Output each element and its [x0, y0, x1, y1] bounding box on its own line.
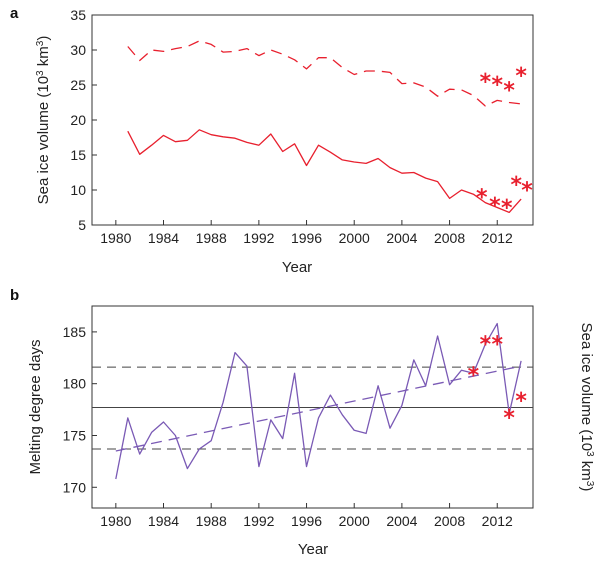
x-tick-label: 1980 — [100, 230, 131, 246]
y-tick-label: 10 — [70, 182, 86, 198]
x-tick-label: 2000 — [339, 513, 370, 529]
asterisk-marker: * — [515, 64, 527, 89]
panel-a-axis-ticks: 1980 1984 1988 1992 1996 2000 2004 2008 2012 5 10 1… — [70, 7, 513, 246]
panel-b: b 1980 1984 1988 1992 1996 2000 2004 2008 2012 17… — [10, 287, 596, 558]
panel-a-x-axis-label: Year — [282, 259, 312, 276]
x-tick-label: 1988 — [196, 230, 227, 246]
x-tick-label: 1988 — [196, 513, 227, 529]
asterisk-marker: * — [489, 194, 501, 219]
panel-a-plot-frame — [91, 14, 534, 226]
asterisk-marker: * — [491, 332, 503, 357]
y-tick-label: 175 — [63, 427, 87, 443]
x-tick-label: 1992 — [243, 513, 274, 529]
x-tick-label: 2004 — [386, 513, 417, 529]
panel-a-y-axis-label: Sea ice volume (103 km3) — [35, 36, 53, 205]
x-tick-label: 2012 — [482, 230, 513, 246]
panel-a-label: a — [10, 5, 19, 22]
x-tick-label: 1992 — [243, 230, 274, 246]
y-tick-label: 20 — [70, 112, 86, 128]
dashed-series-line — [115, 365, 522, 452]
panel-b-x-axis-label: Year — [298, 541, 328, 558]
asterisk-marker: * — [476, 186, 488, 211]
asterisk-marker: * — [501, 196, 513, 221]
dashed-series-line — [127, 40, 522, 107]
asterisk-marker: * — [480, 332, 492, 357]
y-tick-label: 180 — [63, 376, 87, 392]
x-tick-label: 2012 — [482, 513, 513, 529]
panel-b-reference-lines — [92, 366, 533, 450]
asterisk-marker: * — [480, 70, 492, 95]
asterisk-marker: * — [521, 179, 533, 204]
x-tick-label: 2008 — [434, 513, 465, 529]
solid-series-line — [127, 129, 522, 214]
y-tick-label: 30 — [70, 42, 86, 58]
panel-a-markers: * * *** * ** * — [476, 64, 533, 221]
y-tick-label: 5 — [78, 217, 86, 233]
asterisk-marker: * — [511, 173, 523, 198]
x-tick-label: 1984 — [148, 230, 179, 246]
y-tick-label: 25 — [70, 77, 86, 93]
x-tick-label: 1996 — [291, 230, 322, 246]
panel-b-series — [115, 322, 522, 480]
solid-series-line — [115, 322, 522, 480]
asterisk-marker: * — [491, 73, 503, 98]
x-tick-label: 1984 — [148, 513, 179, 529]
y-tick-label: 35 — [70, 7, 86, 23]
y-tick-label: 170 — [63, 479, 87, 495]
asterisk-marker: * — [503, 79, 515, 104]
panel-b-right-y-axis-label: Sea ice volume (103 km3) — [578, 323, 596, 492]
x-tick-label: 1996 — [291, 513, 322, 529]
y-tick-label: 15 — [70, 147, 86, 163]
x-tick-label: 2008 — [434, 230, 465, 246]
x-tick-label: 1980 — [100, 513, 131, 529]
panel-b-y-axis-label: Melting degree days — [27, 339, 44, 474]
asterisk-marker: * — [468, 363, 480, 388]
panel-a: a 1980 1984 1988 1992 1996 2000 2004 2008 201251… — [10, 5, 534, 276]
panel-b-plot-frame — [91, 305, 534, 509]
asterisk-marker: * — [515, 389, 527, 414]
panel-a-series — [127, 40, 522, 214]
y-tick-label: 185 — [63, 324, 87, 340]
x-tick-label: 2004 — [386, 230, 417, 246]
panel-b-markers: ** *** — [468, 332, 528, 431]
x-tick-label: 2000 — [339, 230, 370, 246]
panel-b-label: b — [10, 287, 19, 304]
panel-b-axis-ticks: 1980 1984 1988 1992 1996 2000 2004 2008 2012 170 1… — [63, 324, 513, 529]
asterisk-marker: * — [503, 406, 515, 431]
